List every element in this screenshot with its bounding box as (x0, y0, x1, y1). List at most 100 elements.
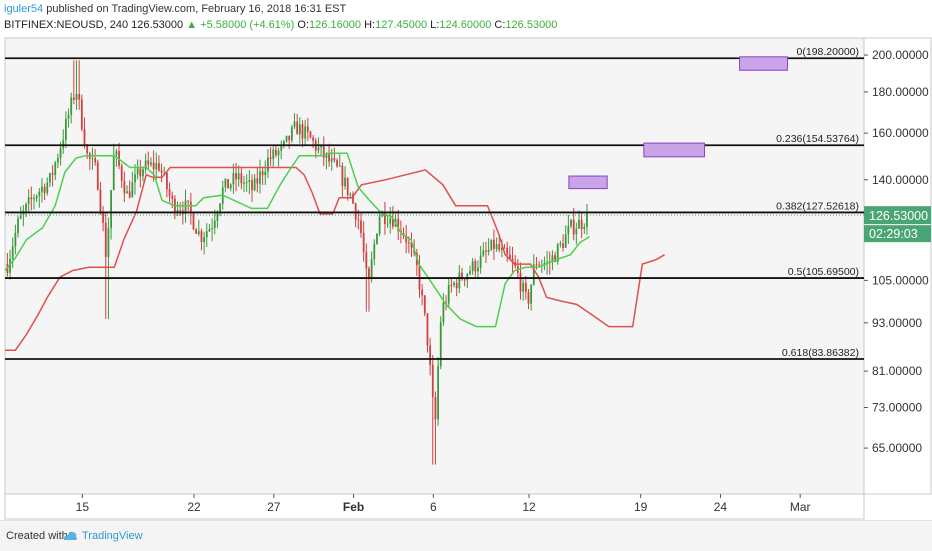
candle-body (309, 131, 312, 138)
candle (580, 212, 583, 239)
tradingview-link[interactable]: TradingView (82, 530, 143, 542)
candle-body (336, 160, 338, 167)
candle (248, 170, 251, 195)
candle-body (216, 212, 219, 221)
candle (338, 154, 341, 167)
candle (429, 337, 432, 376)
candle (586, 204, 588, 235)
candle-body (237, 173, 240, 180)
open-value: 126.16000 (309, 19, 362, 31)
candle (296, 113, 299, 135)
candle (333, 147, 336, 163)
candle (376, 233, 378, 245)
candle (237, 165, 240, 187)
candle (386, 214, 389, 228)
candle-body (391, 217, 394, 227)
target-box (643, 142, 705, 158)
candle (17, 215, 19, 238)
candle (179, 202, 182, 216)
open-key: O: (297, 19, 310, 31)
candle-body (346, 177, 349, 195)
candle (575, 222, 578, 245)
y-tick-label: 200.00000 (872, 48, 929, 62)
candle-body (187, 200, 190, 202)
candle-body (535, 264, 538, 266)
candle-body (572, 219, 575, 235)
candle-body (64, 118, 67, 141)
candle-body (75, 93, 78, 100)
candle-body (354, 203, 357, 220)
candle-body (447, 284, 450, 304)
candle-body (205, 231, 208, 238)
candle-body (325, 153, 328, 158)
candle (75, 60, 78, 110)
candle (46, 177, 49, 196)
low-value: 124.60000 (439, 19, 492, 31)
candle-body (78, 93, 81, 100)
high-value: 127.45000 (375, 19, 428, 31)
candle-body (110, 190, 112, 229)
candle-body (51, 173, 54, 175)
candle (267, 149, 269, 179)
candle-body (59, 148, 62, 158)
candle-body (179, 210, 182, 212)
candle-body (562, 243, 564, 248)
candle-body (288, 135, 291, 141)
candle (166, 170, 168, 198)
candle-body (487, 249, 490, 252)
candle-body (500, 247, 503, 250)
candle (346, 177, 349, 201)
candle-body (211, 228, 214, 230)
candle (304, 119, 307, 146)
candle-body (503, 247, 506, 249)
y-tick-label: 65.00000 (872, 441, 922, 455)
candle-body (163, 172, 166, 174)
candle-body (532, 264, 535, 285)
candle (43, 183, 46, 201)
candle (208, 223, 211, 233)
candle-body (67, 114, 70, 119)
candle-body (384, 212, 386, 224)
candle (54, 160, 57, 180)
candle-body (277, 150, 280, 156)
candle-body (176, 210, 179, 213)
candle-body (200, 231, 203, 242)
symbol-label[interactable]: BITFINEX:NEOUSD, 240 (4, 19, 129, 31)
candle-body (197, 231, 200, 234)
candle (134, 164, 136, 195)
candle-body (421, 289, 424, 296)
candle (378, 212, 381, 237)
candle (51, 165, 54, 187)
candle (487, 238, 490, 256)
candle-body (322, 145, 325, 158)
candle (426, 313, 429, 353)
candle-body (41, 186, 43, 192)
candle-body (376, 233, 378, 244)
high-key: H: (364, 19, 376, 31)
candle-body (338, 165, 341, 167)
candle (195, 228, 198, 234)
candle (442, 293, 445, 327)
candle (477, 260, 479, 279)
candle (564, 225, 567, 249)
candle-body (442, 302, 445, 323)
y-tick-label: 93.00000 (872, 316, 922, 330)
candle (49, 172, 51, 188)
candle-body (235, 173, 237, 180)
candle-body (35, 195, 38, 199)
candle-body (245, 181, 248, 183)
candle-body (524, 282, 527, 292)
candle-body (495, 244, 498, 249)
author-link[interactable]: iguler54 (4, 3, 44, 15)
candle (463, 278, 466, 287)
x-tick-label: 6 (430, 500, 437, 514)
price-chart[interactable]: 200.00000 180.00000 160.00000 140.00000 12 0.… (0, 0, 932, 520)
candle-body (99, 189, 102, 212)
candle-body (102, 211, 105, 223)
candle (362, 221, 365, 262)
candle-body (224, 179, 227, 188)
candle-body (195, 229, 198, 234)
candle (160, 163, 163, 183)
candle (203, 231, 206, 255)
candle (407, 236, 410, 254)
